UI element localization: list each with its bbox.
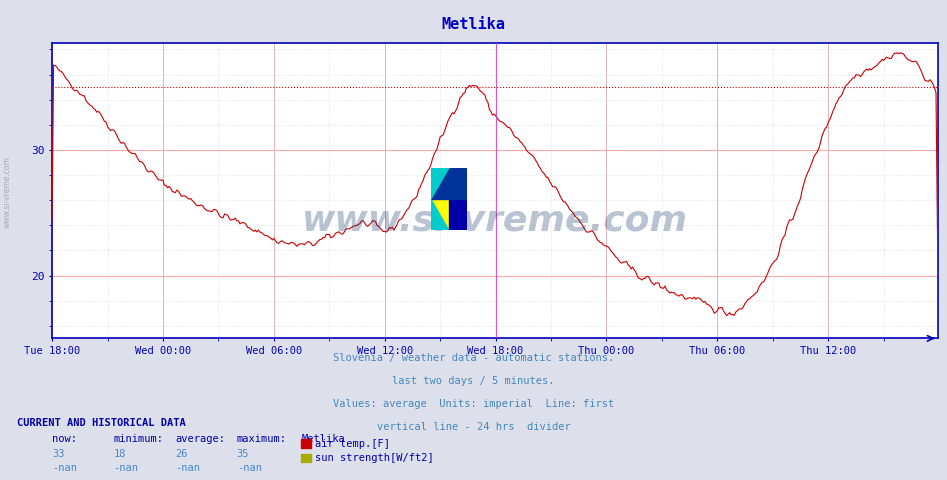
Text: Slovenia / weather data - automatic stations.: Slovenia / weather data - automatic stat…	[333, 353, 614, 363]
Text: CURRENT AND HISTORICAL DATA: CURRENT AND HISTORICAL DATA	[17, 418, 186, 428]
Text: now:: now:	[52, 434, 77, 444]
Text: www.si-vreme.com: www.si-vreme.com	[3, 156, 12, 228]
Text: -nan: -nan	[237, 463, 261, 473]
Text: -nan: -nan	[114, 463, 138, 473]
Polygon shape	[431, 168, 467, 199]
Text: average:: average:	[175, 434, 225, 444]
Polygon shape	[431, 199, 449, 230]
Text: air temp.[F]: air temp.[F]	[315, 439, 390, 448]
Text: 26: 26	[175, 449, 188, 459]
Text: last two days / 5 minutes.: last two days / 5 minutes.	[392, 376, 555, 386]
Text: Metlika: Metlika	[301, 434, 345, 444]
Text: sun strength[W/ft2]: sun strength[W/ft2]	[315, 453, 434, 463]
Text: 33: 33	[52, 449, 64, 459]
Text: maximum:: maximum:	[237, 434, 287, 444]
Text: Metlika: Metlika	[441, 17, 506, 32]
Text: vertical line - 24 hrs  divider: vertical line - 24 hrs divider	[377, 422, 570, 432]
Text: minimum:: minimum:	[114, 434, 164, 444]
Polygon shape	[449, 199, 467, 230]
Text: www.si-vreme.com: www.si-vreme.com	[302, 204, 688, 237]
Text: 35: 35	[237, 449, 249, 459]
Text: -nan: -nan	[175, 463, 200, 473]
Text: -nan: -nan	[52, 463, 77, 473]
Text: Values: average  Units: imperial  Line: first: Values: average Units: imperial Line: fi…	[333, 399, 614, 409]
Text: 18: 18	[114, 449, 126, 459]
Polygon shape	[431, 168, 449, 199]
